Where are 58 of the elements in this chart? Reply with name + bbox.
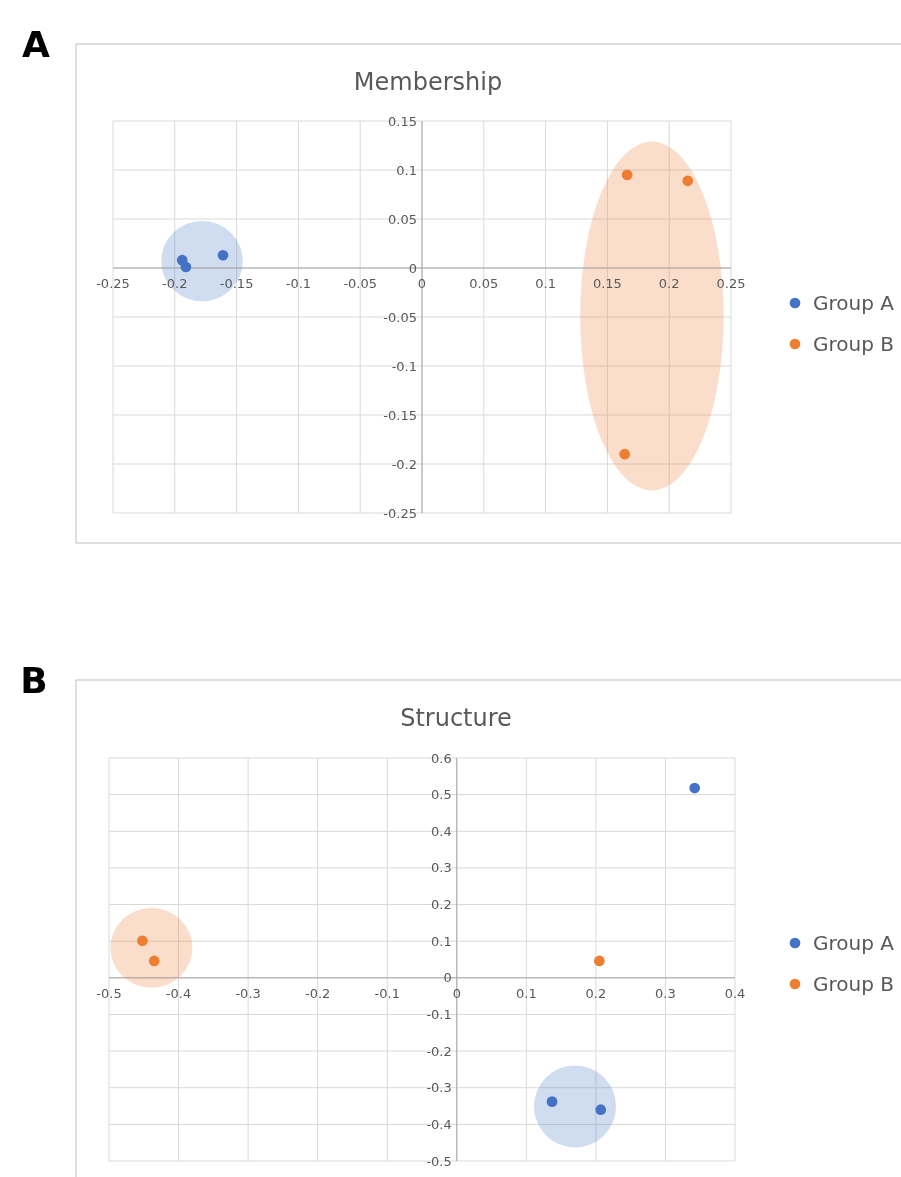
y-tick-label: -0.05	[383, 309, 417, 325]
text: A	[22, 23, 51, 65]
y-tick-label: 0	[443, 970, 452, 986]
point	[217, 249, 229, 261]
y-tick-label: 0.05	[388, 211, 417, 227]
y-tick-label: -0.1	[391, 358, 417, 374]
y-tick-label: 0.6	[431, 750, 452, 766]
y-tick-label: 0.3	[431, 860, 452, 876]
y-tick-label: 0.1	[431, 933, 452, 949]
x-tick-label: 0.4	[724, 985, 746, 1001]
x-tick-label: 0.15	[592, 276, 622, 291]
chart-title: Membership	[353, 68, 503, 96]
y-tick-label: -0.5	[426, 1153, 452, 1169]
legend-label: Group B	[813, 972, 894, 996]
x-tick-label: -0.4	[165, 985, 192, 1001]
point	[621, 169, 633, 181]
y-tick-label: 0.4	[431, 823, 452, 839]
x-tick-label: -0.2	[304, 985, 331, 1001]
y-tick-label: -0.15	[383, 407, 417, 423]
x-tick-label: 0.1	[535, 276, 556, 291]
x-tick-label: 0.1	[515, 985, 537, 1001]
point	[148, 955, 160, 967]
x-tick-label: -0.15	[219, 276, 254, 291]
point	[595, 1104, 607, 1116]
x-tick-label: -0.1	[285, 276, 312, 291]
legend-label: Group A	[813, 291, 895, 315]
point	[594, 955, 605, 967]
x-tick-label: 0.05	[469, 276, 499, 291]
legend-label: Group B	[813, 332, 894, 356]
x-tick-label: 0.25	[716, 276, 746, 291]
y-tick-label: -0.1	[426, 1006, 452, 1022]
point	[137, 935, 148, 947]
y-tick-label: 0.2	[431, 897, 452, 913]
point	[682, 175, 694, 187]
chart-title: Structure	[400, 704, 512, 732]
y-tick-label: -0.25	[383, 505, 417, 521]
y-tick-label: 0.1	[396, 162, 417, 178]
point	[180, 261, 192, 273]
x-tick-label: -0.3	[235, 985, 261, 1001]
x-tick-label: -0.2	[162, 276, 188, 291]
x-tick-label: -0.5	[96, 985, 122, 1001]
y-tick-label: 0.5	[431, 787, 452, 803]
x-tick-label: -0.05	[343, 276, 378, 291]
y-tick-label: 0	[408, 260, 417, 276]
x-tick-label: 0.2	[658, 276, 680, 291]
point	[619, 448, 631, 460]
x-tick-label: -0.25	[96, 276, 130, 291]
y-tick-label: -0.3	[426, 1080, 452, 1096]
point	[546, 1096, 558, 1107]
legend-label: Group A	[813, 931, 895, 955]
text: B	[20, 659, 48, 701]
y-tick-label: -0.4	[426, 1116, 452, 1132]
y-tick-label: 0.15	[388, 113, 417, 129]
y-tick-label: -0.2	[391, 456, 417, 472]
x-tick-label: 0.2	[585, 985, 607, 1001]
y-tick-label: -0.2	[426, 1043, 452, 1059]
point	[689, 782, 701, 794]
x-tick-label: 0.3	[655, 985, 676, 1001]
